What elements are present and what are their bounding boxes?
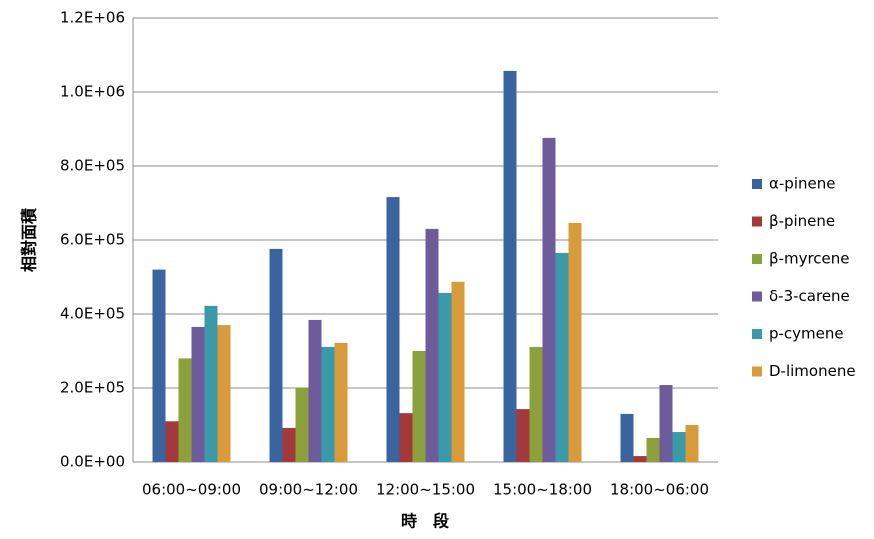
legend-label: α-pinene bbox=[769, 175, 835, 193]
bar bbox=[685, 425, 699, 462]
bar bbox=[165, 421, 179, 462]
bar bbox=[178, 358, 192, 462]
legend-label: β-pinene bbox=[769, 212, 835, 230]
y-tick-label: 4.0E+05 bbox=[60, 305, 125, 323]
y-tick-label: 2.0E+05 bbox=[60, 379, 125, 397]
bar bbox=[334, 342, 348, 462]
legend-swatch bbox=[752, 329, 762, 339]
bar bbox=[386, 197, 400, 462]
x-tick-label: 12:00~15:00 bbox=[376, 481, 475, 499]
bar bbox=[646, 437, 660, 462]
bar bbox=[308, 319, 322, 462]
bar bbox=[542, 137, 556, 462]
bar bbox=[282, 427, 296, 462]
bar bbox=[295, 388, 309, 462]
y-tick-label: 1.0E+06 bbox=[60, 83, 125, 101]
bar bbox=[399, 413, 413, 462]
bar bbox=[412, 351, 426, 462]
bar bbox=[633, 456, 647, 462]
y-tick-label: 0.0E+00 bbox=[60, 453, 125, 471]
bar bbox=[516, 409, 530, 462]
y-axis-title: 相對面積 bbox=[20, 207, 39, 272]
bar bbox=[204, 305, 218, 462]
x-tick-label: 06:00~09:00 bbox=[142, 481, 241, 499]
bar bbox=[269, 248, 283, 462]
x-tick-label: 18:00~06:00 bbox=[610, 481, 709, 499]
bar bbox=[555, 252, 569, 462]
bar bbox=[321, 346, 335, 462]
y-tick-label: 6.0E+05 bbox=[60, 231, 125, 249]
bar bbox=[672, 432, 686, 462]
bar bbox=[568, 222, 582, 462]
bar bbox=[503, 70, 517, 462]
bar bbox=[438, 292, 452, 462]
bar bbox=[620, 413, 634, 462]
y-tick-label: 8.0E+05 bbox=[60, 157, 125, 175]
bar bbox=[217, 325, 231, 462]
bar bbox=[529, 346, 543, 462]
legend-label: p-cymene bbox=[769, 325, 844, 343]
bar bbox=[191, 326, 205, 462]
legend-label: δ-3-carene bbox=[769, 287, 850, 305]
legend-swatch bbox=[752, 216, 762, 227]
legend-swatch bbox=[752, 366, 762, 377]
legend-swatch bbox=[752, 254, 762, 264]
x-tick-label: 09:00~12:00 bbox=[259, 481, 358, 499]
x-tick-label: 15:00~18:00 bbox=[493, 481, 592, 499]
y-tick-label: 1.2E+06 bbox=[60, 9, 125, 27]
bar bbox=[659, 385, 673, 462]
bar bbox=[425, 228, 439, 462]
legend-swatch bbox=[752, 179, 762, 189]
legend-label: D-limonene bbox=[769, 362, 856, 380]
x-axis-title: 時 段 bbox=[401, 512, 450, 531]
bar bbox=[152, 269, 166, 462]
bar bbox=[451, 281, 465, 462]
legend-swatch bbox=[752, 291, 762, 302]
legend-label: β-myrcene bbox=[769, 250, 850, 268]
